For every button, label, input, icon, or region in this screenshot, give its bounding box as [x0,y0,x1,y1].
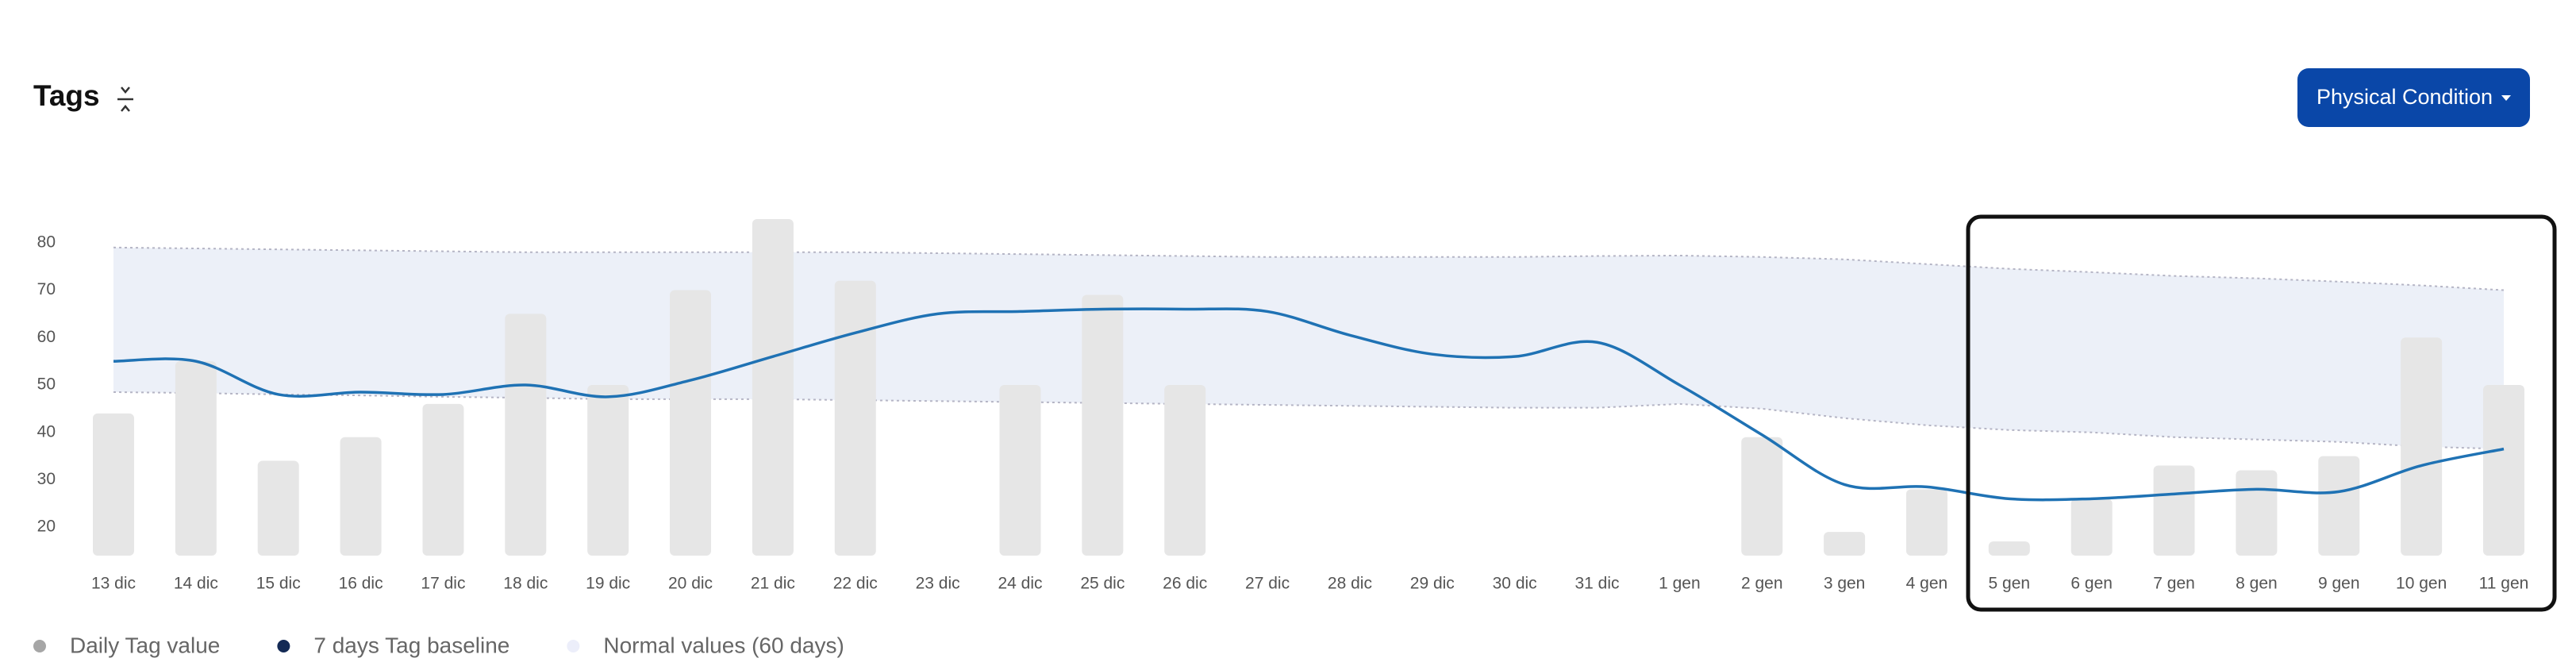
band-lower [113,391,2505,450]
bar [2483,385,2524,556]
x-tick-label: 5 gen [1989,575,2031,593]
x-tick-label: 23 dic [916,575,960,593]
bar [752,218,794,556]
normal-band [113,247,2504,449]
legend-label: Daily Tag value [70,633,220,657]
bar [1741,437,1783,556]
x-tick-label: 9 gen [2318,575,2360,593]
x-tick-label: 1 gen [1659,575,1701,593]
bar [422,403,464,556]
x-tick-label: 16 dic [339,575,383,593]
x-tick-label: 24 dic [998,575,1042,593]
bar-layer [93,218,2524,556]
x-tick-label: 20 dic [668,575,713,593]
bar [2318,456,2360,556]
x-tick-label: 17 dic [421,575,465,593]
x-tick-label: 26 dic [1163,575,1207,593]
baseline-line [113,307,2505,502]
bar [505,314,547,556]
legend-label: 7 days Tag baseline [313,633,509,657]
y-tick-label: 40 [37,422,56,441]
line-layer [113,307,2505,502]
x-tick-label: 21 dic [751,575,795,593]
x-tick-label: 28 dic [1328,575,1372,593]
x-tick-label: 29 dic [1410,575,1455,593]
x-tick-label: 6 gen [2070,575,2113,593]
x-tick-label: 27 dic [1245,575,1290,593]
legend-marker [33,640,46,652]
bar [2236,470,2278,556]
x-tick-label: 19 dic [586,575,630,593]
x-tick-label: 11 gen [2479,575,2529,593]
bar [1082,294,1124,556]
density-toggle-icon[interactable] [117,87,133,112]
y-tick-label: 70 [37,280,56,298]
bar [587,385,629,556]
bar [1988,541,2030,556]
bar [670,290,712,556]
bar [1824,532,1866,556]
x-tick-label: 13 dic [91,575,136,593]
highlight-box [1966,214,2557,612]
y-tick-label: 30 [37,470,56,488]
x-tick-label: 7 gen [2153,575,2195,593]
bar [175,361,217,556]
bar [340,437,382,556]
x-tick-label: 15 dic [256,575,301,593]
bar [2070,498,2113,556]
x-tick-label: 8 gen [2236,575,2278,593]
bar [999,385,1041,556]
x-tick-label: 3 gen [1824,575,1866,593]
y-tick-label: 60 [37,328,56,346]
x-tick-label: 25 dic [1080,575,1125,593]
x-tick-label: 2 gen [1741,575,1783,593]
bar [1164,385,1206,556]
band-layer [113,246,2505,450]
bar [2153,465,2195,556]
bar [1905,489,1947,556]
y-tick-label: 80 [37,233,56,251]
x-tick-label: 14 dic [174,575,218,593]
dropdown-button[interactable]: Physical Condition [2297,68,2530,127]
x-tick-label: 4 gen [1906,575,1948,593]
legend-marker [567,640,580,652]
section-title: Tags [33,79,100,112]
x-tick-label: 10 gen [2396,575,2447,593]
x-tick-label: 22 dic [833,575,878,593]
x-tick-label: 31 dic [1574,575,1619,593]
legend-label: Normal values (60 days) [603,633,844,657]
bar [93,413,134,556]
bar [834,280,876,556]
x-tick-label: 30 dic [1493,575,1537,593]
bar [2401,337,2443,556]
bar [257,460,299,556]
legend-marker [277,640,290,652]
button-label: Physical Condition [2316,85,2493,109]
band-upper [113,246,2505,291]
y-tick-label: 50 [37,375,56,394]
x-tick-label: 18 dic [503,575,548,593]
y-tick-label: 20 [37,518,56,536]
